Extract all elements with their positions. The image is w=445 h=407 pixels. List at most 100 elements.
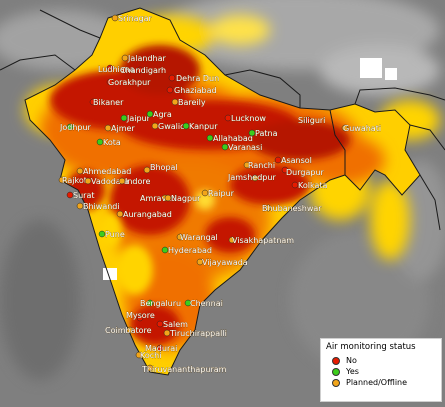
city-label: Vijayawada: [202, 258, 248, 267]
city-label: Bhiwandi: [83, 202, 120, 211]
city-vadodara: Vadodara: [84, 177, 129, 186]
city-label: Dehra Dun: [176, 74, 219, 83]
city-madurai: Madurai: [145, 344, 178, 353]
city-label: Gwalior: [158, 122, 189, 131]
city-marker-planned: [121, 54, 129, 62]
cloud-patch: [360, 58, 382, 78]
city-label: Ghaziabad: [174, 86, 217, 95]
city-label: Patna: [255, 129, 278, 138]
city-label: Chandigarh: [120, 66, 166, 75]
city-patna: Patna: [248, 129, 278, 138]
city-allahabad: Allahabad: [206, 134, 253, 143]
city-raipur: Raipur: [201, 189, 235, 198]
city-agra: Agra: [146, 110, 172, 119]
city-marker-no: [224, 114, 232, 122]
city-coimbatore: Coimbatore: [105, 326, 152, 335]
city-label: Chennai: [190, 299, 223, 308]
city-marker-no: [156, 344, 164, 352]
city-label: Nagpur: [171, 194, 201, 203]
city-marker-planned: [164, 194, 172, 202]
city-surat: Surat: [66, 191, 95, 200]
city-label: Raipur: [208, 189, 235, 198]
city-aurangabad: Aurangabad: [116, 210, 172, 219]
city-label: Bengaluru: [140, 299, 181, 308]
city-label: Mysore: [126, 311, 155, 320]
city-marker-no: [66, 191, 74, 199]
legend-item-planned: Planned/Offline: [332, 377, 436, 388]
city-marker-planned: [171, 98, 179, 106]
legend: Air monitoring status No Yes Planned/Off…: [320, 338, 442, 402]
city-gwalior: Gwalior: [151, 122, 189, 131]
city-marker-yes: [66, 123, 74, 131]
city-label: Ajmer: [111, 124, 135, 133]
city-label: Asansol: [281, 156, 312, 165]
city-label: Rajkot: [62, 176, 87, 185]
city-vijayawada: Vijayawada: [196, 258, 248, 267]
city-label: Indore: [125, 177, 151, 186]
city-siliguri: Siliguri: [298, 116, 326, 125]
legend-label-yes: Yes: [346, 367, 359, 376]
city-label: Bhopal: [150, 163, 178, 172]
city-marker-planned: [243, 161, 251, 169]
city-marker-planned: [84, 177, 92, 185]
city-label: Jodhpur: [59, 123, 92, 132]
city-label: Ranchi: [248, 161, 275, 170]
city-kota: Kota: [96, 138, 121, 147]
city-marker-no: [136, 314, 144, 322]
city-marker-yes: [146, 299, 154, 307]
city-bhiwandi: Bhiwandi: [76, 202, 120, 211]
city-marker-no: [291, 181, 299, 189]
city-marker-planned: [251, 174, 259, 182]
city-marker-yes: [161, 246, 169, 254]
city-nagpur: Nagpur: [164, 194, 201, 203]
city-label: Hyderabad: [168, 246, 212, 255]
city-marker-no: [281, 166, 289, 174]
city-label: Guwahati: [343, 124, 381, 133]
city-label: Vadodara: [91, 177, 129, 186]
city-marker-no: [168, 74, 176, 82]
city-marker-yes: [120, 114, 128, 122]
city-label: Srinagar: [118, 14, 153, 23]
city-label: Warangal: [180, 233, 218, 242]
city-kolkata: Kolkata: [291, 181, 328, 190]
city-hyderabad: Hyderabad: [161, 246, 212, 255]
city-label: Bikaner: [93, 98, 124, 107]
city-marker-planned: [76, 202, 84, 210]
city-marker-yes: [206, 134, 214, 142]
city-marker-planned: [76, 167, 84, 175]
legend-item-no: No: [332, 355, 436, 366]
city-marker-planned: [143, 166, 151, 174]
city-label: Lucknow: [231, 114, 266, 123]
city-label: Visakhapatnam: [232, 236, 294, 245]
city-dehra-dun: Dehra Dun: [168, 74, 219, 83]
city-label: Tiruchirappalli: [169, 329, 227, 338]
city-bareily: Bareily: [171, 98, 206, 107]
city-mysore: Mysore: [126, 311, 155, 322]
city-label: Kanpur: [189, 122, 218, 131]
legend-swatch-yes: [332, 367, 340, 376]
city-marker-planned: [264, 204, 272, 212]
city-marker-planned: [201, 189, 209, 197]
city-marker-yes: [98, 230, 106, 238]
city-marker-no: [106, 64, 114, 72]
city-marker-planned: [228, 236, 236, 244]
city-gorakhpur: Gorakhpur: [106, 78, 151, 87]
city-visakhapatnam: Visakhapatnam: [228, 236, 294, 245]
city-marker-planned: [151, 122, 159, 130]
cloud-patch: [103, 268, 117, 280]
legend-item-yes: Yes: [332, 366, 436, 377]
city-label: Bareily: [178, 98, 206, 107]
city-guwahati: Guwahati: [341, 124, 381, 133]
city-marker-no: [274, 156, 282, 164]
city-label: Durgapur: [286, 168, 325, 177]
city-thiruvananthapuram: Thiruvananthapuram: [141, 364, 227, 374]
city-asansol: Asansol: [274, 156, 312, 165]
city-bhubaneshwar: Bhubaneshwar: [262, 204, 323, 213]
city-marker-planned: [118, 177, 126, 185]
city-warangal: Warangal: [176, 233, 218, 242]
city-durgapur: Durgapur: [281, 166, 325, 177]
city-label: Gorakhpur: [108, 78, 151, 87]
city-bhopal: Bhopal: [143, 163, 178, 174]
